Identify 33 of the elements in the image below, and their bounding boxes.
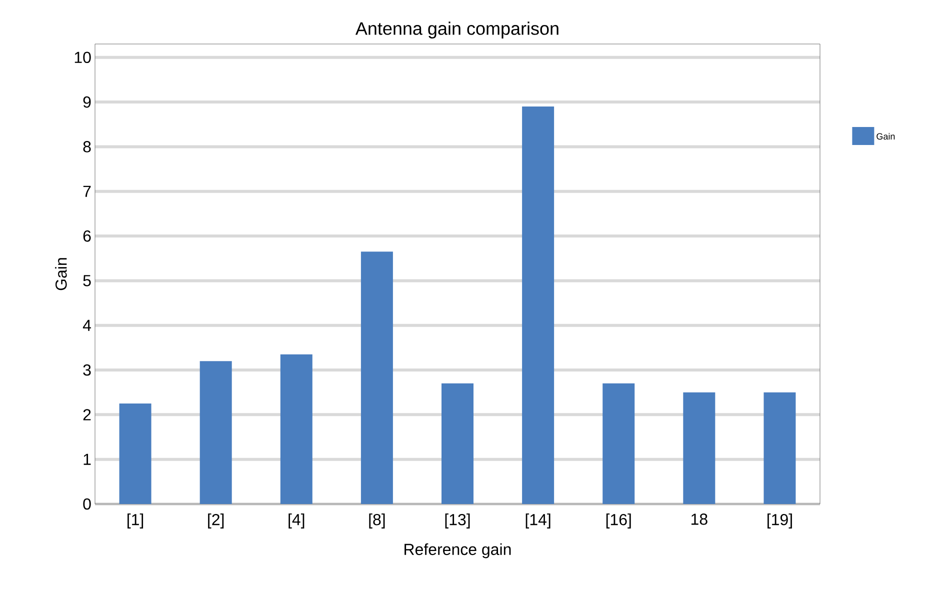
x-tick-label: [4] [288, 514, 304, 528]
bar [522, 106, 554, 504]
y-tick-label: 6 [83, 230, 91, 242]
y-tick-label: 3 [83, 364, 91, 376]
bar [360, 252, 393, 504]
x-tick-label: [1] [128, 514, 144, 528]
y-tick-label: 1 [84, 454, 91, 465]
bar [119, 404, 152, 504]
x-tick-label: [14] [526, 514, 550, 528]
bar [683, 392, 716, 504]
y-axis-title: Gain [55, 258, 67, 290]
x-axis-title: Reference gain [404, 543, 511, 558]
y-tick-label: 5 [83, 275, 91, 286]
x-tick-label: [2] [208, 514, 224, 528]
y-tick-label: 2 [83, 409, 91, 420]
y-tick-label: 8 [83, 141, 91, 152]
bar [602, 383, 635, 504]
y-tick-label: 7 [83, 186, 91, 197]
y-tick-label: 0 [83, 498, 91, 510]
x-tick-label: 18 [691, 514, 708, 525]
legend-label: Gain [876, 132, 895, 140]
x-tick-label: [13] [445, 514, 470, 528]
bar [442, 383, 474, 504]
y-tick-label: 10 [74, 52, 91, 64]
chart-title: Antenna gain comparison [355, 22, 558, 38]
x-tick-label: [16] [606, 514, 631, 528]
x-tick-label: [19] [768, 514, 792, 528]
y-tick-label: 4 [82, 320, 91, 331]
bar [764, 392, 796, 504]
bar [280, 354, 312, 504]
bar [200, 361, 232, 504]
x-tick-label: [8] [369, 514, 385, 528]
y-tick-label: 9 [83, 96, 91, 108]
